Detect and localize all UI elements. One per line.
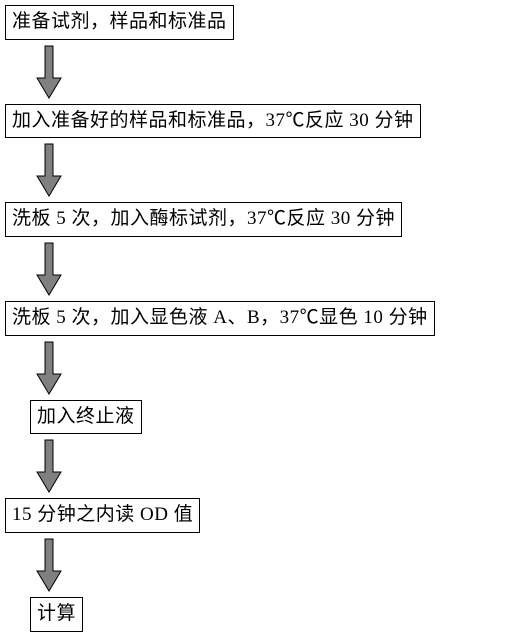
step-box-3: 洗板 5 次，加入酶标试剂，37℃反应 30 分钟 — [5, 202, 402, 237]
down-arrow-icon — [35, 241, 63, 297]
step-box-5: 加入终止液 — [30, 400, 142, 435]
step-box-4: 洗板 5 次，加入显色液 A、B，37℃显色 10 分钟 — [5, 301, 435, 336]
step-box-6: 15 分钟之内读 OD 值 — [5, 498, 200, 533]
step-box-1: 准备试剂，样品和标准品 — [5, 5, 234, 40]
flowchart-container: 准备试剂，样品和标准品 加入准备好的样品和标准品，37℃反应 30 分钟 洗板 … — [5, 5, 507, 632]
down-arrow-icon — [35, 340, 63, 396]
step-box-7: 计算 — [30, 597, 83, 632]
arrow-4 — [35, 336, 63, 400]
down-arrow-icon — [35, 438, 63, 494]
arrow-1 — [35, 40, 63, 104]
arrow-2 — [35, 138, 63, 202]
arrow-3 — [35, 237, 63, 301]
down-arrow-icon — [35, 44, 63, 100]
down-arrow-icon — [35, 537, 63, 593]
step-box-2: 加入准备好的样品和标准品，37℃反应 30 分钟 — [5, 104, 421, 139]
arrow-5 — [35, 434, 63, 498]
down-arrow-icon — [35, 142, 63, 198]
arrow-6 — [35, 533, 63, 597]
